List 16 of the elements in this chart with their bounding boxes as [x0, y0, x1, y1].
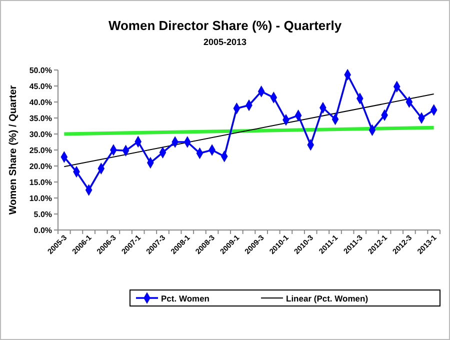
chart-title: Women Director Share (%) - Quarterly	[108, 18, 342, 33]
legend-label: Linear (Pct. Women)	[286, 294, 368, 304]
y-tick-label: 0.0%	[34, 226, 52, 235]
y-tick-label: 45.0%	[29, 82, 52, 91]
y-tick-label: 20.0%	[29, 162, 52, 171]
y-axis-title: Women Share (%) / Quarter	[8, 85, 19, 215]
y-tick-label: 35.0%	[29, 114, 52, 123]
y-tick-label: 50.0%	[29, 66, 52, 75]
y-tick-label: 15.0%	[29, 178, 52, 187]
chart-subtitle: 2005-2013	[203, 37, 247, 47]
y-tick-label: 10.0%	[29, 194, 52, 203]
y-tick-label: 25.0%	[29, 146, 52, 155]
legend-label: Pct. Women	[161, 294, 210, 304]
y-tick-label: 5.0%	[34, 210, 52, 219]
y-tick-label: 30.0%	[29, 130, 52, 139]
y-tick-label: 40.0%	[29, 98, 52, 107]
